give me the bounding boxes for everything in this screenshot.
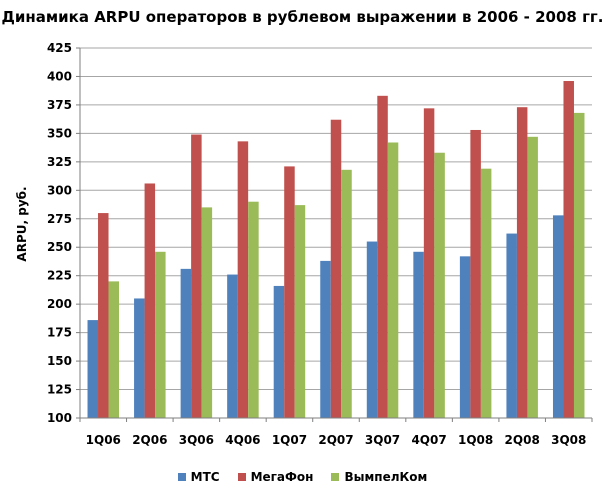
bar-vimpelcom <box>294 205 306 418</box>
bar-mts <box>134 298 145 418</box>
y-tick-label: 125 <box>47 383 72 397</box>
y-tick-label: 325 <box>47 155 72 169</box>
bar-megafon <box>516 107 528 418</box>
bar-megafon <box>563 81 574 418</box>
x-tick-label: 2Q08 <box>505 433 540 447</box>
legend-label: МегаФон <box>250 470 314 484</box>
legend: МТС МегаФон ВымпелКом <box>0 470 605 484</box>
x-tick-label: 1Q07 <box>272 433 307 447</box>
bar-vimpelcom <box>341 169 352 418</box>
bar-mts <box>459 256 471 418</box>
bar-megafon <box>191 134 202 418</box>
y-tick-label: 175 <box>47 326 72 340</box>
bar-mts <box>366 241 378 418</box>
y-tick-label: 375 <box>47 98 72 112</box>
bar-mts <box>273 285 285 418</box>
legend-item: МТС <box>177 470 220 484</box>
x-tick-label: 1Q06 <box>86 433 121 447</box>
x-tick-label: 2Q07 <box>318 433 353 447</box>
bar-megafon <box>423 108 435 418</box>
bar-mts <box>180 268 192 418</box>
bar-mts <box>413 251 424 418</box>
bar-megafon <box>237 141 249 418</box>
bar-vimpelcom <box>527 136 538 419</box>
axes <box>79 48 593 422</box>
bar-vimpelcom <box>434 152 445 418</box>
legend-swatch <box>237 473 246 481</box>
chart-title: Динамика ARPU операторов в рублевом выра… <box>1 8 604 26</box>
bar-megafon <box>377 95 388 419</box>
bar-vimpelcom <box>201 207 213 418</box>
bar-mts <box>506 233 517 418</box>
x-tick-label: 3Q06 <box>179 433 214 447</box>
bar-megafon <box>470 129 481 418</box>
legend-item: ВымпелКом <box>331 470 427 484</box>
y-tick-labels: 100 125 150 175 200 225 250 275 300 325 350 375 400 4… <box>47 41 72 425</box>
y-tick-label: 200 <box>47 297 72 311</box>
x-tick-label: 3Q07 <box>365 433 400 447</box>
x-tick-label: 1Q08 <box>458 433 493 447</box>
bar-vimpelcom <box>248 201 259 418</box>
legend-label: ВымпелКом <box>344 470 428 484</box>
legend-label: МТС <box>190 470 220 484</box>
bar-mts <box>320 260 331 418</box>
x-tick-label: 2Q06 <box>132 433 167 447</box>
y-tick-label: 250 <box>47 240 72 254</box>
bar-mts <box>227 274 238 418</box>
x-tick-label: 4Q06 <box>225 433 260 447</box>
y-tick-label: 425 <box>47 41 72 55</box>
bar-vimpelcom <box>155 251 166 418</box>
bar-megafon <box>330 119 342 418</box>
x-tick-label: 3Q08 <box>551 433 586 447</box>
legend-item: МегаФон <box>237 470 314 484</box>
y-tick-label: 275 <box>47 212 72 226</box>
y-tick-label: 300 <box>47 183 72 197</box>
bars <box>87 81 585 419</box>
legend-swatch <box>177 473 186 481</box>
bar-vimpelcom <box>108 281 120 418</box>
x-tick-label: 4Q07 <box>411 433 446 447</box>
bar-megafon <box>98 213 109 418</box>
bar-vimpelcom <box>387 142 399 418</box>
bar-vimpelcom <box>573 112 585 419</box>
bar-mts <box>87 320 99 418</box>
bar-mts <box>552 215 564 418</box>
y-tick-label: 225 <box>47 269 72 283</box>
bar-megafon <box>284 166 295 418</box>
y-axis-label: ARPU, руб. <box>15 186 29 261</box>
legend-swatch <box>331 473 340 481</box>
y-tick-label: 150 <box>47 354 72 368</box>
y-tick-label: 350 <box>47 126 72 140</box>
y-tick-label: 400 <box>47 69 72 83</box>
y-tick-label: 100 <box>47 411 72 425</box>
x-tick-labels: 1Q06 2Q06 3Q06 4Q06 1Q07 2Q07 3Q07 4Q07 1Q08 2Q08… <box>86 433 587 447</box>
bar-vimpelcom <box>480 168 492 418</box>
bar-megafon <box>144 183 156 418</box>
